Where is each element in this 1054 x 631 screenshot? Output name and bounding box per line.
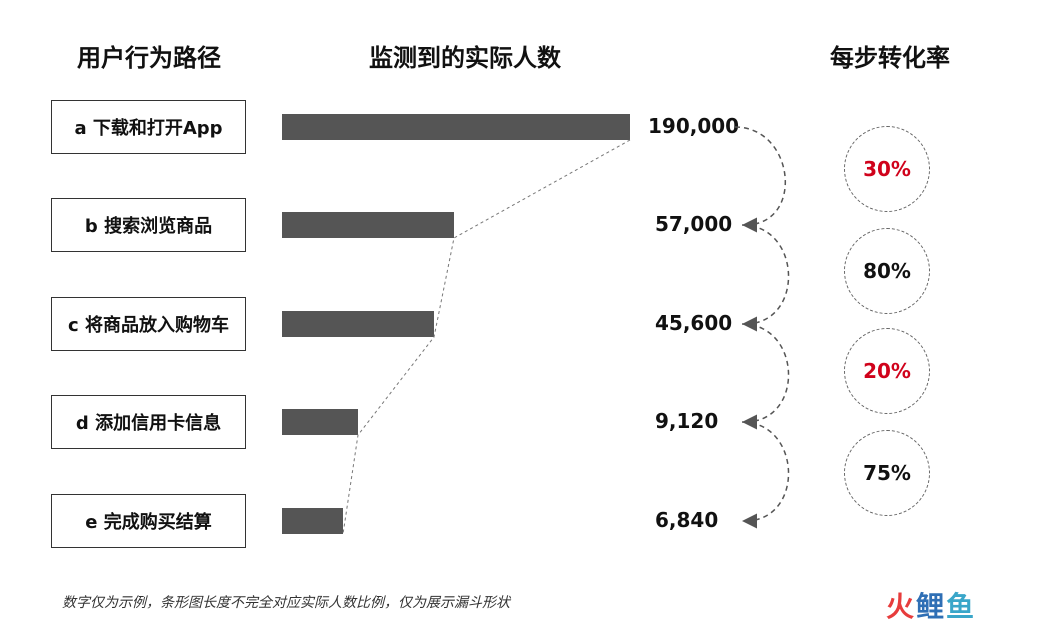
conversion-arrow: [741, 421, 790, 529]
step-box: d 添加信用卡信息: [51, 395, 246, 449]
funnel-bar: [282, 508, 343, 534]
header-conversion-rate: 每步转化率: [830, 44, 950, 72]
footnote: 数字仅为示例，条形图长度不完全对应实际人数比例，仅为展示漏斗形状: [62, 595, 510, 611]
conversion-rate-circle: 30%: [844, 126, 930, 212]
conversion-arrow: [734, 126, 787, 233]
logo: 火鲤鱼: [886, 590, 977, 623]
value-label: 190,000: [648, 114, 740, 138]
conversion-arrow: [741, 323, 790, 430]
funnel-outline: [342, 139, 631, 535]
conversion-rate-circle: 80%: [844, 228, 930, 314]
conversion-arrow: [741, 224, 790, 332]
funnel-bar: [282, 409, 358, 435]
header-observed-count: 监测到的实际人数: [369, 44, 561, 72]
value-label: 6,840: [655, 508, 719, 532]
step-box: c 将商品放入购物车: [51, 297, 246, 351]
conversion-rate-circle: 75%: [844, 430, 930, 516]
funnel-bar: [282, 311, 434, 337]
step-box: e 完成购买结算: [51, 494, 246, 548]
value-label: 45,600: [655, 311, 733, 335]
funnel-bar: [282, 212, 454, 238]
step-box: b 搜索浏览商品: [51, 198, 246, 252]
header-user-path: 用户行为路径: [77, 44, 221, 72]
value-label: 57,000: [655, 212, 733, 236]
step-box: a 下载和打开App: [51, 100, 246, 154]
funnel-bar: [282, 114, 630, 140]
value-label: 9,120: [655, 409, 719, 433]
conversion-rate-circle: 20%: [844, 328, 930, 414]
